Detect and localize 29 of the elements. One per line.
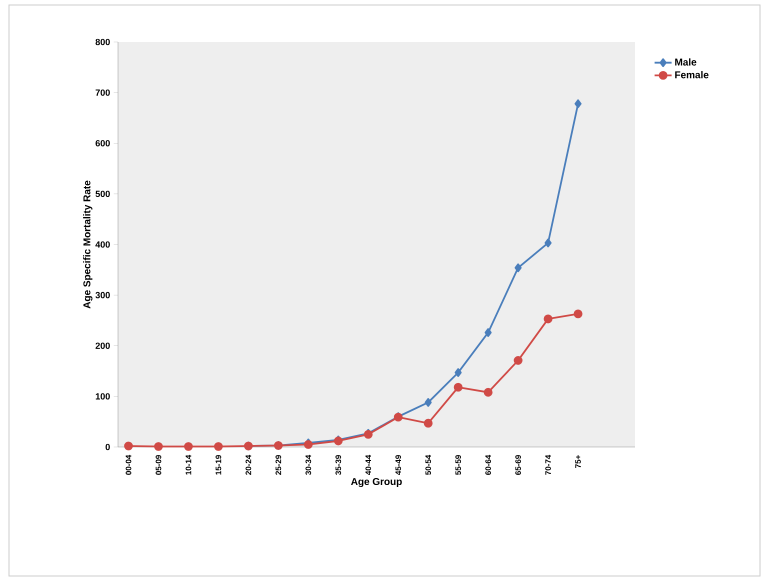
point xyxy=(484,388,493,397)
point xyxy=(214,442,223,451)
point xyxy=(424,418,433,428)
point xyxy=(424,398,432,407)
y-tick-label: 600 xyxy=(96,140,110,146)
y-tick-label: 700 xyxy=(96,89,110,96)
point xyxy=(154,442,163,451)
point xyxy=(514,263,522,272)
y-tick-label: 800 xyxy=(96,38,110,46)
point xyxy=(184,442,193,451)
point xyxy=(514,356,523,365)
y-tick-label: 500 xyxy=(96,190,110,198)
x-axis-title: Age Group xyxy=(351,478,402,488)
legend-label: Male xyxy=(675,58,696,66)
y-tick-label: 400 xyxy=(95,241,110,248)
legend-label: Female xyxy=(675,71,708,78)
y-axis-title: Age Specific Mortality Rate xyxy=(83,180,92,308)
point xyxy=(124,442,133,450)
point xyxy=(454,382,463,392)
y-tick-label: 200 xyxy=(96,342,110,349)
y-tick-label: 100 xyxy=(96,393,110,400)
point xyxy=(454,368,462,377)
point xyxy=(484,328,492,337)
point xyxy=(574,309,582,318)
y-tick-label: 300 xyxy=(95,292,110,298)
point xyxy=(544,238,552,248)
point xyxy=(574,99,582,108)
point xyxy=(544,314,552,324)
y-tick-label: 0 xyxy=(106,444,110,450)
